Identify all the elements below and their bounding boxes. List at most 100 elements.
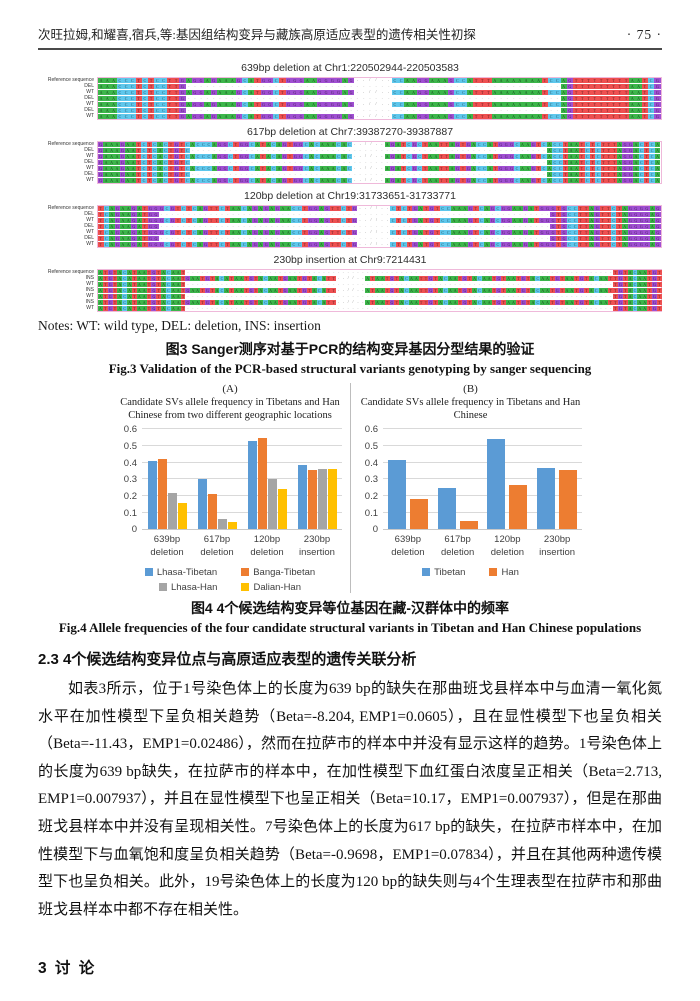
base-cell: G xyxy=(179,114,186,119)
gap-cell: - xyxy=(224,306,230,311)
base-cell: T xyxy=(467,300,473,305)
base-cell: G xyxy=(282,300,288,305)
base-cell: T xyxy=(229,288,235,293)
gap-cell: - xyxy=(511,212,518,217)
base-cell: C xyxy=(296,218,303,223)
base-cell: T xyxy=(562,142,569,147)
base-cell: A xyxy=(258,300,264,305)
base-cell: G xyxy=(423,114,430,119)
base-cell: T xyxy=(433,300,439,305)
base-cell: C xyxy=(398,90,405,95)
base-cell: T xyxy=(647,276,652,281)
base-cell: G xyxy=(561,218,567,223)
base-cell: G xyxy=(198,102,205,107)
base-cell: A xyxy=(238,300,244,305)
gap-cell: - xyxy=(276,160,282,165)
gap-cell: - xyxy=(204,270,210,275)
gap-cell: - xyxy=(479,84,486,89)
gap-cell: - xyxy=(311,294,317,299)
base-cell: G xyxy=(467,230,474,235)
base-cell: A xyxy=(573,160,580,165)
base-cell: A xyxy=(546,166,553,171)
base-cell: A xyxy=(511,230,518,235)
gap-cell: - xyxy=(341,172,347,177)
base-cell: C xyxy=(346,178,353,183)
base-cell: A xyxy=(633,172,639,177)
base-cell: A xyxy=(560,114,567,119)
base-cell: G xyxy=(191,90,198,95)
base-cell: A xyxy=(120,206,126,211)
base-cell: C xyxy=(554,90,561,95)
base-cell: G xyxy=(544,242,551,247)
base-cell: A xyxy=(404,102,411,107)
gap-cell: - xyxy=(297,306,303,311)
alignment-row-label: WT xyxy=(86,153,94,159)
gap-cell: - xyxy=(197,212,203,217)
gap-cell: - xyxy=(522,212,529,217)
break-cell: / xyxy=(366,102,373,107)
gap-cell: - xyxy=(313,212,319,217)
base-cell: C xyxy=(141,96,148,101)
gap-cell: - xyxy=(412,236,418,241)
gap-cell: - xyxy=(423,282,429,287)
gap-cell: - xyxy=(351,224,358,229)
break-cell: / xyxy=(350,300,356,305)
gap-cell: - xyxy=(484,224,490,229)
gap-cell: - xyxy=(354,96,361,101)
gap-cell: - xyxy=(229,84,236,89)
base-cell: G xyxy=(389,178,396,183)
base-cell: T xyxy=(579,90,586,95)
break-cell: . xyxy=(384,242,391,247)
gap-cell: - xyxy=(506,236,512,241)
base-cell: G xyxy=(291,114,298,119)
base-cell: C xyxy=(241,218,247,223)
base-cell: A xyxy=(523,102,530,107)
gap-cell: - xyxy=(263,236,269,241)
gap-cell: - xyxy=(222,160,228,165)
base-cell: A xyxy=(98,270,103,275)
base-cell: A xyxy=(325,142,331,147)
base-cell: A xyxy=(257,206,264,211)
gap-cell: - xyxy=(229,108,236,113)
base-cell: A xyxy=(564,276,570,281)
base-cell: C xyxy=(610,230,617,235)
base-cell: T xyxy=(229,300,235,305)
gap-cell: - xyxy=(263,306,269,311)
base-cell: C xyxy=(610,206,617,211)
base-cell: A xyxy=(120,212,126,217)
gap-cell: - xyxy=(296,212,303,217)
base-cell: A xyxy=(523,78,530,83)
base-cell: G xyxy=(266,78,273,83)
base-cell: A xyxy=(130,172,136,177)
base-cell: A xyxy=(545,300,550,305)
gap-cell: - xyxy=(223,108,230,113)
break-cell: . xyxy=(379,90,386,95)
base-cell: T xyxy=(260,142,266,147)
gap-cell: - xyxy=(400,148,407,153)
gap-cell: - xyxy=(554,282,560,287)
gap-cell: - xyxy=(326,282,332,287)
legend-swatch xyxy=(489,568,498,577)
base-cell: G xyxy=(107,282,113,287)
gap-cell: - xyxy=(498,160,504,165)
gap-cell: - xyxy=(266,84,273,89)
base-cell: A xyxy=(449,142,455,147)
gap-cell: - xyxy=(260,160,266,165)
gap-cell: - xyxy=(411,160,417,165)
gap-cell: - xyxy=(340,270,346,275)
base-cell: A xyxy=(136,270,142,275)
base-cell: A xyxy=(117,282,123,287)
alignment-panel: 230bp insertion at Chr9:7214431 Reference… xyxy=(38,254,662,312)
base-cell: G xyxy=(348,90,355,95)
base-cell: C xyxy=(219,206,225,211)
base-cell: A xyxy=(117,294,123,299)
gap-cell: - xyxy=(439,236,446,241)
base-cell: T xyxy=(132,276,137,281)
base-cell: A xyxy=(603,300,609,305)
base-cell: C xyxy=(632,294,638,299)
base-cell: A xyxy=(573,154,580,159)
base-cell: A xyxy=(384,142,390,147)
base-cell: T xyxy=(175,218,181,223)
base-cell: C xyxy=(249,166,255,171)
base-cell: T xyxy=(112,270,118,275)
